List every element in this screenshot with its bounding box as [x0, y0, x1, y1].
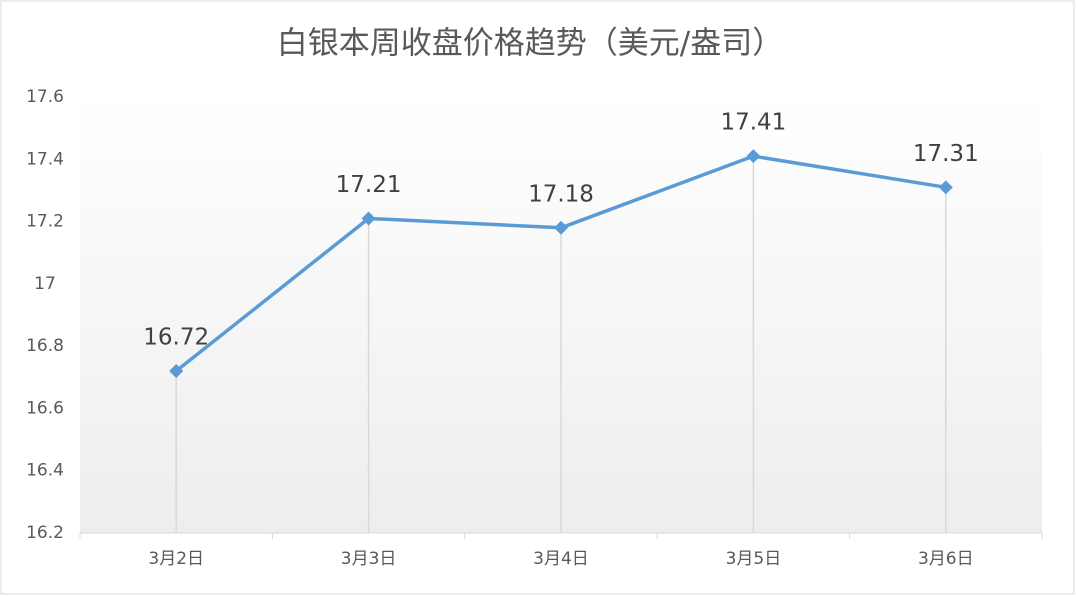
- data-label: 17.18: [528, 181, 594, 207]
- chart-title: 白银本周收盘价格趋势（美元/盎司）: [277, 26, 783, 62]
- y-tick-label: 17: [34, 274, 56, 294]
- marker: [169, 364, 184, 379]
- x-tick-label: 3月3日: [341, 549, 397, 569]
- y-tick-label: 16.4: [26, 461, 64, 481]
- data-label: 16.72: [143, 325, 209, 351]
- y-tick-label: 17.4: [26, 149, 64, 169]
- y-tick-label: 16.2: [26, 523, 64, 543]
- x-tick-label: 3月6日: [918, 549, 974, 569]
- data-label: 17.41: [720, 110, 786, 136]
- marker: [938, 180, 953, 195]
- data-label: 17.31: [913, 141, 979, 167]
- y-tick-label: 16.8: [26, 336, 64, 356]
- data-label: 17.21: [336, 172, 402, 198]
- x-tick-label: 3月5日: [726, 549, 782, 569]
- marker: [746, 149, 761, 164]
- y-tick-label: 16.6: [26, 398, 64, 418]
- y-tick-label: 17.6: [26, 87, 64, 107]
- x-tick-label: 3月2日: [148, 549, 204, 569]
- marker: [554, 220, 568, 235]
- y-tick-label: 17.2: [26, 212, 64, 232]
- marker: [361, 211, 376, 226]
- x-tick-label: 3月4日: [533, 549, 589, 569]
